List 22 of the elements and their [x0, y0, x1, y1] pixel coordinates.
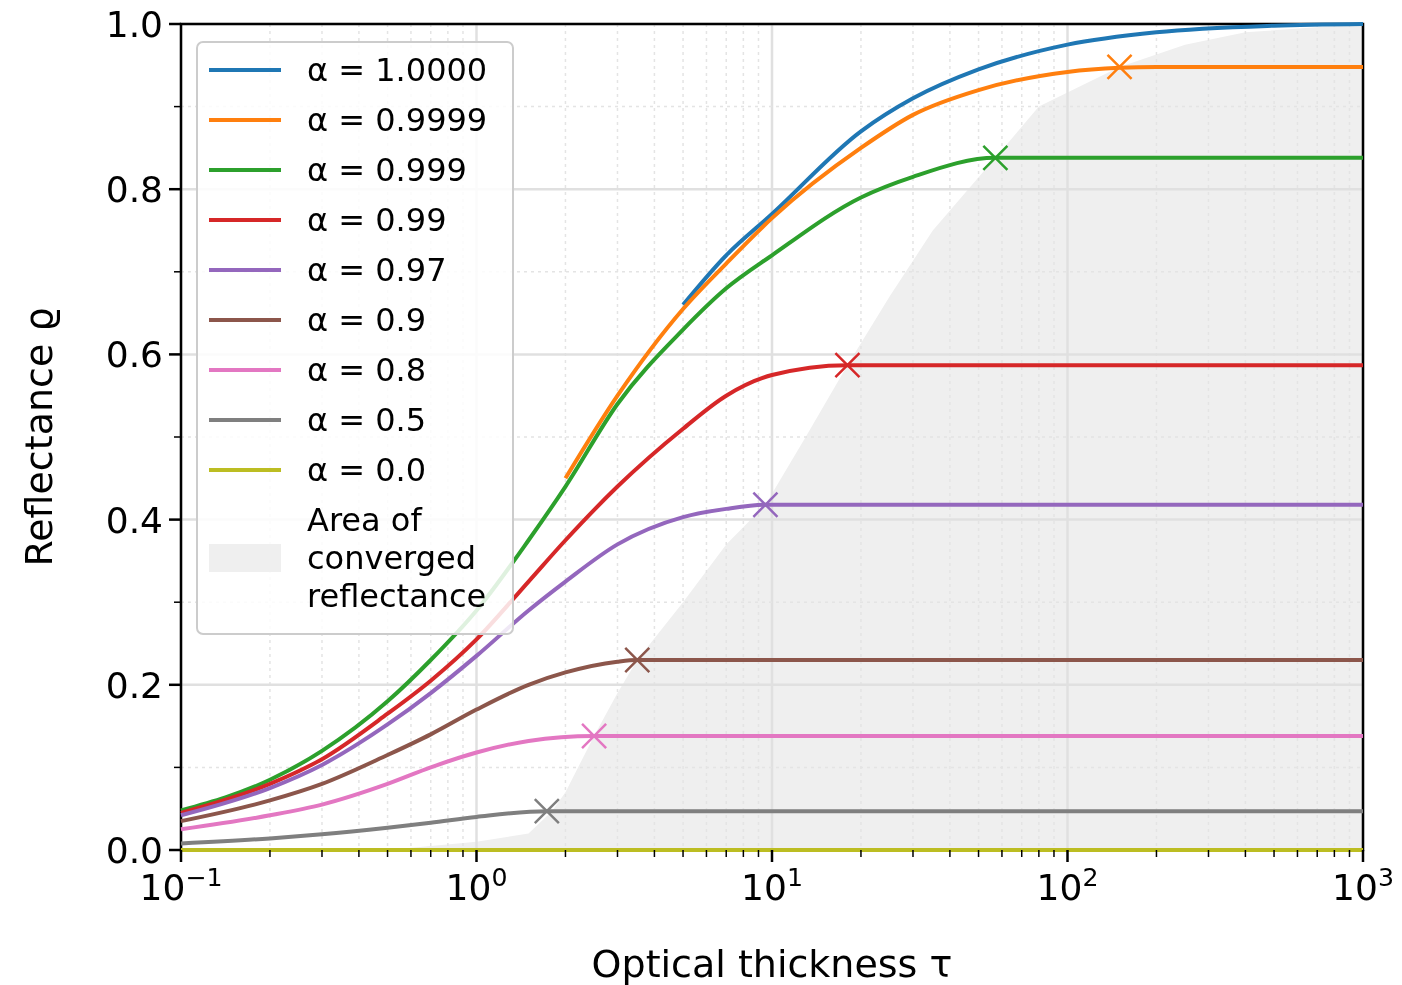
- y-tick-label: 0.2: [105, 664, 163, 706]
- x-tick-label: 10$^{0}$: [445, 862, 508, 908]
- legend-label: α = 0.0: [307, 451, 427, 489]
- legend-label: α = 0.97: [307, 251, 447, 289]
- legend-label: α = 0.99: [307, 201, 447, 239]
- legend-label: Area of converged reflectance: [307, 501, 487, 615]
- y-tick-label: 0.6: [105, 334, 163, 376]
- legend-label: α = 0.9: [307, 301, 427, 339]
- legend-label: α = 1.0000: [307, 51, 488, 89]
- x-tick-label: 10$^{2}$: [1036, 862, 1099, 908]
- y-tick-label: 0.4: [105, 499, 163, 541]
- x-tick-label: 10$^{1}$: [741, 862, 803, 908]
- x-tick-label: 10$^{3}$: [1332, 862, 1394, 908]
- legend-label: α = 0.8: [307, 351, 427, 389]
- legend-label: α = 0.5: [307, 401, 427, 439]
- y-tick-label: 0.8: [105, 169, 163, 211]
- y-tick-label: 0.0: [105, 830, 163, 871]
- y-axis-title: Reflectance ϱ: [17, 307, 61, 567]
- y-tick-label: 1.0: [105, 4, 163, 45]
- legend-label: α = 0.9999: [307, 101, 488, 139]
- x-axis-title: Optical thickness τ: [591, 942, 953, 985]
- legend-label: α = 0.999: [307, 151, 467, 189]
